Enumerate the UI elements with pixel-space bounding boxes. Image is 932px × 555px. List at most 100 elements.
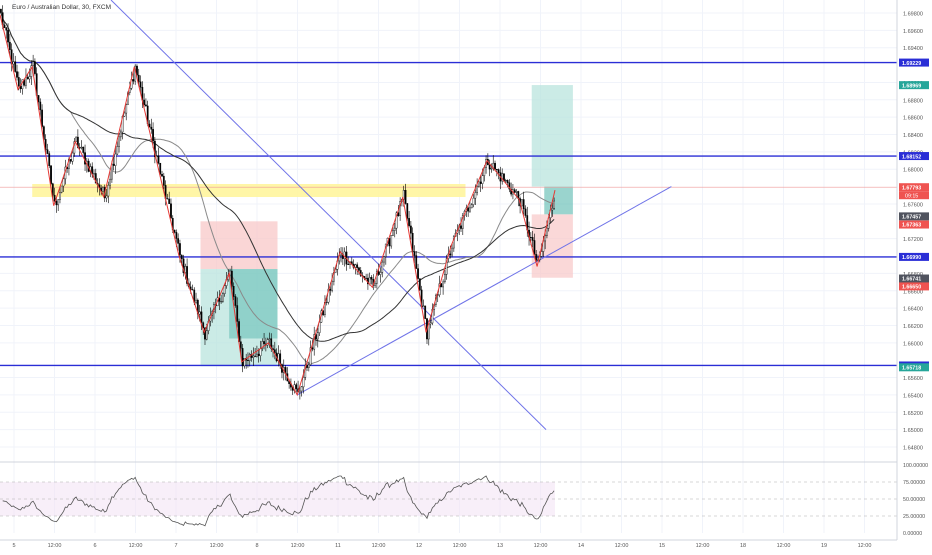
candle-body — [381, 261, 384, 273]
price-tick-label: 1.65400 — [903, 393, 923, 399]
candle-body — [413, 251, 416, 256]
time-tick-label: 12:00 — [129, 543, 143, 549]
candle-body — [261, 341, 264, 349]
price-label-box — [899, 58, 929, 67]
candle-body — [132, 79, 135, 82]
price-tick-label: 1.69400 — [903, 46, 923, 52]
price-tick-label: 1.65200 — [903, 411, 923, 417]
rsi-tick-label: 0.00000 — [903, 531, 922, 537]
price-label-text: 1.68969 — [902, 83, 921, 89]
zigzag-line — [0, 14, 556, 397]
candle-body — [354, 264, 357, 268]
candle-body — [257, 353, 260, 356]
candle-body — [392, 230, 394, 236]
candle-body — [139, 81, 142, 88]
price-tick-label: 1.69800 — [903, 12, 923, 18]
candle-body — [34, 61, 36, 74]
candle-body — [14, 61, 17, 72]
candle-body — [311, 347, 314, 350]
candle-body — [162, 175, 165, 186]
candle-body — [8, 41, 11, 50]
price-label-text: 1.67457 — [902, 215, 921, 221]
candle-body — [180, 254, 183, 260]
time-tick-label: 12:00 — [210, 543, 224, 549]
price-label-text: 1.67363 — [902, 223, 921, 229]
candle-body — [474, 192, 477, 199]
candle-body — [239, 341, 242, 349]
candle-body — [329, 288, 332, 291]
candle-body — [78, 147, 81, 149]
zigzag-indicator — [0, 14, 556, 397]
candle-body — [152, 129, 154, 142]
price-tick-label: 1.65000 — [903, 428, 923, 434]
candle-body — [390, 235, 393, 247]
candle-body — [112, 163, 115, 166]
candle-body — [12, 61, 15, 65]
candle-body — [71, 152, 74, 162]
candle-body — [105, 195, 108, 199]
candle-body — [504, 180, 507, 182]
candle-body — [30, 65, 33, 77]
candle-body — [322, 310, 325, 315]
candle-body — [306, 364, 308, 368]
candle-body — [177, 238, 180, 244]
candle-body — [175, 232, 178, 239]
candle-body — [69, 159, 72, 162]
candle-body — [205, 330, 208, 340]
candle-body — [531, 237, 534, 241]
candle-body — [470, 204, 473, 209]
time-tick-label: 12:00 — [291, 543, 305, 549]
candle-body — [230, 270, 233, 287]
candle-body — [316, 332, 319, 340]
price-label-text: 1.66650 — [902, 285, 921, 291]
candle-body — [241, 348, 244, 367]
candle-body — [452, 236, 455, 249]
time-tick-label: 11 — [335, 543, 341, 549]
price-label-text: 1.66990 — [902, 255, 921, 261]
time-tick-label: 15 — [659, 543, 665, 549]
price-axis[interactable]: 1.698001.696001.694001.690001.688001.686… — [896, 0, 932, 550]
candle-body — [295, 384, 298, 389]
candle-body — [476, 186, 479, 193]
candle-body — [442, 281, 444, 288]
candle-body — [490, 168, 493, 170]
time-tick-label: 12 — [416, 543, 422, 549]
candle-body — [417, 268, 419, 279]
candle-body — [309, 347, 312, 365]
candle-body — [383, 256, 385, 263]
candle-body — [334, 269, 337, 273]
candle-body — [166, 198, 169, 200]
candle-body — [501, 173, 504, 182]
candle-body — [123, 112, 126, 117]
candle-body — [497, 169, 500, 173]
candle-body — [75, 136, 77, 142]
candle-body — [259, 348, 262, 356]
candle-body — [50, 165, 52, 184]
candle-body — [168, 198, 171, 204]
time-tick-label: 12:00 — [696, 543, 710, 549]
trend-lines[interactable] — [110, 0, 672, 430]
candle-body — [331, 280, 333, 291]
candle-body — [444, 274, 446, 283]
candle-body — [356, 264, 359, 268]
time-axis[interactable]: 5 12:00 6 12:00 7 12:00 8 12:00 11 12:00 12 12:00 13… — [0, 539, 897, 549]
candle-body — [300, 386, 303, 392]
moving-average-fast — [0, 12, 555, 364]
candle-body — [222, 293, 224, 302]
candle-body — [7, 30, 9, 43]
candle-body — [449, 253, 452, 256]
price-label-text: 1.68152 — [902, 154, 921, 160]
price-label-box — [899, 212, 929, 221]
zone-long-stop — [531, 214, 573, 278]
candle-body — [114, 153, 117, 166]
candle-body — [340, 254, 342, 256]
candle-body — [409, 225, 412, 234]
candle-body — [307, 364, 310, 368]
time-tick-label: 14 — [578, 543, 584, 549]
candle-body — [263, 341, 265, 345]
price-tick-label: 1.68400 — [903, 133, 923, 139]
candle-body — [406, 203, 409, 219]
candle-body — [59, 191, 61, 200]
